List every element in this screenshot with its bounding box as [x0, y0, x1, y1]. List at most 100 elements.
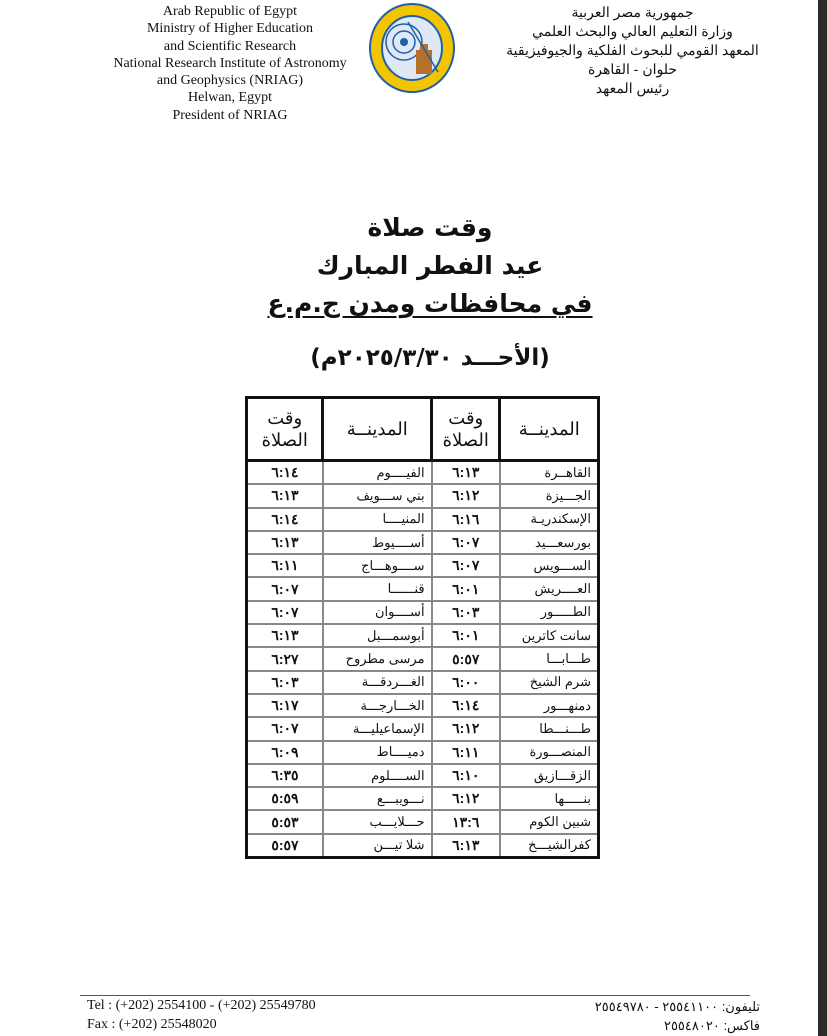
table-row: الإسكندريـة ٦:١٦ المنيــــا ٦:١٤ [245, 506, 600, 532]
city-name: العــــريش [534, 581, 591, 597]
city-name: سانت كاترين [521, 627, 591, 643]
tel-ar: تليفون: ٢٥٥٤١١٠٠ - ٢٥٥٤٩٧٨٠ [594, 999, 760, 1014]
prayer-time-cell: ٦:٠٩ [245, 739, 324, 765]
city-cell: العــــريش [498, 576, 600, 602]
city-cell: أســــوان [321, 599, 433, 626]
city-name: أســــيوط [372, 534, 425, 550]
city-cell: الســـويس [498, 553, 600, 579]
prayer-time: ٦:١٢ [452, 720, 480, 737]
city-name: الزقـــازيق [533, 767, 591, 783]
prayer-time: ٦:١٦ [452, 510, 480, 527]
prayer-time-cell: ٦:٠٧ [245, 599, 324, 626]
city-cell: قنــــــا [321, 576, 433, 602]
prayer-time-cell: ٥:٥٣ [245, 809, 324, 835]
table-row: العــــريش ٦:٠١ قنــــــا ٦:٠٧ [245, 576, 600, 602]
prayer-time-cell: ٦:٠٧ [430, 529, 501, 556]
city-name: كفرالشيـــخ [528, 837, 591, 853]
prayer-time: ٦:٠٣ [452, 603, 480, 620]
header-ar-line: رئيس المعهد [595, 80, 670, 96]
header-ar-line: جمهورية مصر العربية [571, 4, 694, 20]
table-row: القاهــرة ٦:١٣ الفيــــوم ٦:١٤ [245, 459, 600, 486]
table-row: شبين الكوم ١٣:٦ حـــلايـــب ٥:٥٣ [245, 809, 600, 835]
city-name: المنصـــورة [529, 744, 591, 760]
city-name: القاهــرة [544, 464, 591, 480]
table-row: الطـــــور ٦:٠٣ أســــوان ٦:٠٧ [245, 599, 600, 626]
prayer-time-cell: ٦:٠٧ [245, 576, 324, 602]
prayer-time: ٦:١٤ [271, 510, 299, 527]
header-en-line: President of NRIAG [172, 107, 288, 123]
prayer-time-cell: ٦:١٣ [430, 832, 501, 859]
city-name: الخـــارجـــة [360, 697, 425, 713]
city-cell: القاهــرة [498, 459, 600, 486]
city-cell: الجـــيزة [498, 483, 600, 509]
city-cell: كفرالشيـــخ [498, 832, 600, 859]
prayer-time-cell: ٦:٠٣ [245, 669, 324, 695]
city-cell: دميــــاط [321, 739, 433, 765]
prayer-time: ٦:١٣ [452, 836, 480, 853]
footer-contact-ar: تليفون: ٢٥٥٤١١٠٠ - ٢٥٥٤٩٧٨٠ فاكس: ٢٥٥٤٨٠… [595, 997, 760, 1035]
header-en-line: Helwan, Egypt [188, 90, 272, 106]
city-cell: شرم الشيخ [498, 669, 600, 695]
prayer-time: ٦:١٣ [452, 464, 480, 481]
city-name: حـــلايـــب [369, 814, 425, 830]
prayer-time-cell: ٦:١١ [430, 739, 501, 765]
prayer-time: ٦:٣٥ [271, 767, 299, 783]
prayer-time: ٦:٠١ [452, 580, 480, 597]
header-en-line: Ministry of Higher Education [146, 21, 314, 37]
city-name: نـــويبـــع [376, 790, 425, 806]
prayer-time-cell: ٦:١٣ [245, 529, 324, 556]
table-row: طـــنـــطا ٦:١٢ الإسماعيليـــة ٦:٠٧ [245, 716, 600, 742]
header-time: وقت الصلاة [430, 396, 502, 462]
prayer-time-cell: ٦:١٣ [245, 623, 324, 649]
prayer-time-cell: ٦:٢٧ [245, 646, 324, 672]
city-cell: نـــويبـــع [321, 786, 433, 812]
header-ar-line: المعهد القومي للبحوث الفلكية والجيوفيزيق… [506, 42, 759, 58]
prayer-time: ٥:٥٧ [452, 650, 480, 667]
city-cell: الإسكندريـة [498, 506, 600, 532]
prayer-time: ١٣:٦ [452, 813, 480, 830]
city-name: مرسى مطروح [345, 651, 425, 667]
city-name: الســــلوم [371, 767, 425, 783]
fax-ar: فاكس: ٢٥٥٤٨٠٢٠ [663, 1018, 760, 1033]
header-city: المدينــة [498, 396, 600, 462]
prayer-times-table: المدينــة وقت الصلاة المدينــة وقت الصلا… [244, 396, 600, 860]
city-name: دمنهـــور [543, 697, 591, 713]
footer-contact-en: Tel : (+202) 2554100 - (+202) 25549780 F… [87, 996, 316, 1034]
header-en-line: Arab Republic of Egypt [162, 4, 298, 19]
prayer-time: ٦:١٤ [452, 697, 480, 714]
city-name: قنــــــا [387, 581, 425, 597]
city-name: الفيــــوم [376, 464, 425, 480]
city-cell: الســــلوم [321, 762, 433, 789]
prayer-time: ٦:٠١ [452, 627, 480, 644]
city-name: دميــــاط [376, 744, 425, 760]
prayer-time-cell: ٦:١٢ [430, 483, 501, 509]
table-row: الزقـــازيق ٦:١٠ الســــلوم ٦:٣٥ [245, 762, 600, 789]
prayer-time-cell: ٦:١٢ [430, 716, 501, 742]
prayer-time-cell: ٦:٠١ [430, 576, 501, 602]
city-name: بنـــــها [554, 790, 591, 806]
prayer-time-cell: ٦:١٤ [430, 692, 501, 719]
prayer-time-cell: ٥:٥٧ [430, 646, 501, 672]
city-cell: المنيــــا [321, 506, 433, 532]
prayer-time-cell: ٦:٠٧ [430, 553, 501, 579]
prayer-time: ٦:١٢ [452, 487, 480, 504]
city-cell: بورسعـــيد [498, 529, 600, 556]
prayer-time-cell: ٦:١٢ [430, 786, 501, 812]
header-time: وقت الصلاة [244, 396, 325, 462]
fax-en: Fax : (+202) 25548020 [87, 1017, 217, 1032]
header-ar-line: حلوان - القاهرة [587, 61, 678, 77]
screen-edge [818, 0, 827, 1036]
prayer-time: ٦:٢٧ [271, 650, 299, 667]
city-name: طـــنـــطا [539, 720, 591, 736]
prayer-time: ٦:٠٧ [271, 603, 299, 620]
prayer-time-cell: ٥:٥٧ [245, 832, 324, 859]
table-row: شرم الشيخ ٦:٠٠ الغـــردقـــة ٦:٠٣ [245, 669, 600, 695]
prayer-time: ٦:٠٠ [452, 673, 480, 690]
city-name: شبين الكوم [529, 814, 591, 830]
prayer-time-cell: ٦:١١ [245, 553, 324, 579]
city-name: الطـــــور [540, 604, 591, 620]
table-row: بنـــــها ٦:١٢ نـــويبـــع ٥:٥٩ [245, 786, 600, 812]
prayer-time: ٦:١٤ [271, 464, 299, 481]
prayer-time-cell: ٦:١٣ [430, 459, 501, 486]
title-line-3: في محافظات ومدن ج.م.ع [267, 289, 593, 318]
